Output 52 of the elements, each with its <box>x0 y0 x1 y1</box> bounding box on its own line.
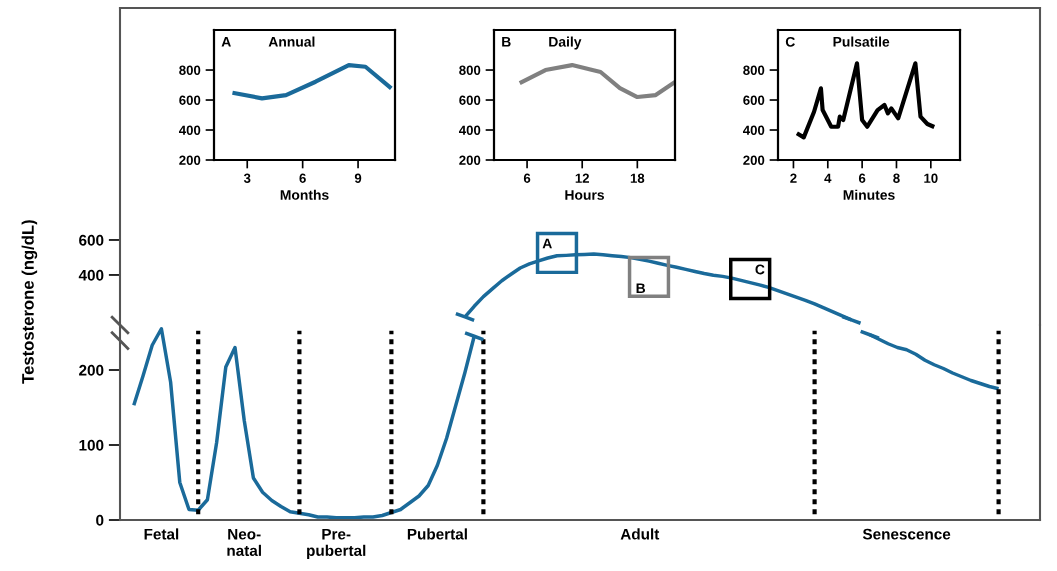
data-label: B <box>636 283 646 293</box>
x-tick-label: 4 <box>824 173 832 183</box>
y-tick-label: 600 <box>459 95 481 105</box>
x-axis-title: Hours <box>565 190 604 200</box>
x-axis-title: Months <box>280 189 329 200</box>
y-tick-label: 600 <box>179 95 201 105</box>
annotation: A <box>221 37 231 47</box>
line-series <box>517 63 675 100</box>
y-tick-label: 100 <box>79 439 104 451</box>
annotation: B <box>502 37 511 47</box>
x-tick-label: 18 <box>630 173 645 183</box>
y-tick-label: 0 <box>96 514 104 526</box>
y-tick-label: 200 <box>743 155 765 165</box>
x-tick-label: Fetal <box>144 528 179 540</box>
x-tick-label: 10 <box>924 173 938 183</box>
chart-title: Annual <box>268 36 315 47</box>
y-tick-label: 400 <box>458 125 481 135</box>
x-tick-label: 9 <box>354 173 362 183</box>
y-tick-label: 200 <box>79 364 104 376</box>
x-tick-label: Pre- pubertal <box>307 528 366 560</box>
data-label: A <box>542 238 552 249</box>
x-tick-label: Pubertal <box>407 528 467 540</box>
x-tick-label: Senescence <box>862 528 951 540</box>
y-tick-label: 200 <box>459 155 481 165</box>
y-tick-label: 800 <box>743 65 765 75</box>
x-tick-label: 6 <box>523 173 531 183</box>
chart-title: Pulsatile <box>833 36 890 47</box>
x-tick-label: 8 <box>893 173 900 183</box>
x-tick-label: 3 <box>243 173 251 183</box>
point <box>729 257 772 301</box>
line-series <box>794 61 937 140</box>
y-tick-label: 600 <box>743 95 765 105</box>
data-label: C <box>755 264 765 275</box>
chart-title: Daily <box>549 36 582 50</box>
x-tick-label: Neo- natal <box>227 528 261 557</box>
y-tick-label: 400 <box>742 125 765 135</box>
y-tick-label: 400 <box>78 269 104 281</box>
y-tick-label: 200 <box>179 155 201 165</box>
y-tick-label: 800 <box>179 65 201 75</box>
y-tick-label: 800 <box>459 65 481 75</box>
y-axis-title: Testosterone (ng/dL) <box>21 220 38 384</box>
x-tick-label: 2 <box>790 173 797 183</box>
x-tick-label: 12 <box>575 173 590 183</box>
x-tick-label: Adult <box>620 528 660 540</box>
y-tick-label: 400 <box>178 125 201 135</box>
annotation: C <box>785 36 795 47</box>
y-tick-label: 600 <box>79 234 104 246</box>
point <box>627 255 671 299</box>
x-tick-label: 6 <box>858 173 866 183</box>
x-axis-title: Minutes <box>843 189 895 200</box>
line-series <box>230 63 394 101</box>
x-tick-label: 6 <box>299 173 306 183</box>
